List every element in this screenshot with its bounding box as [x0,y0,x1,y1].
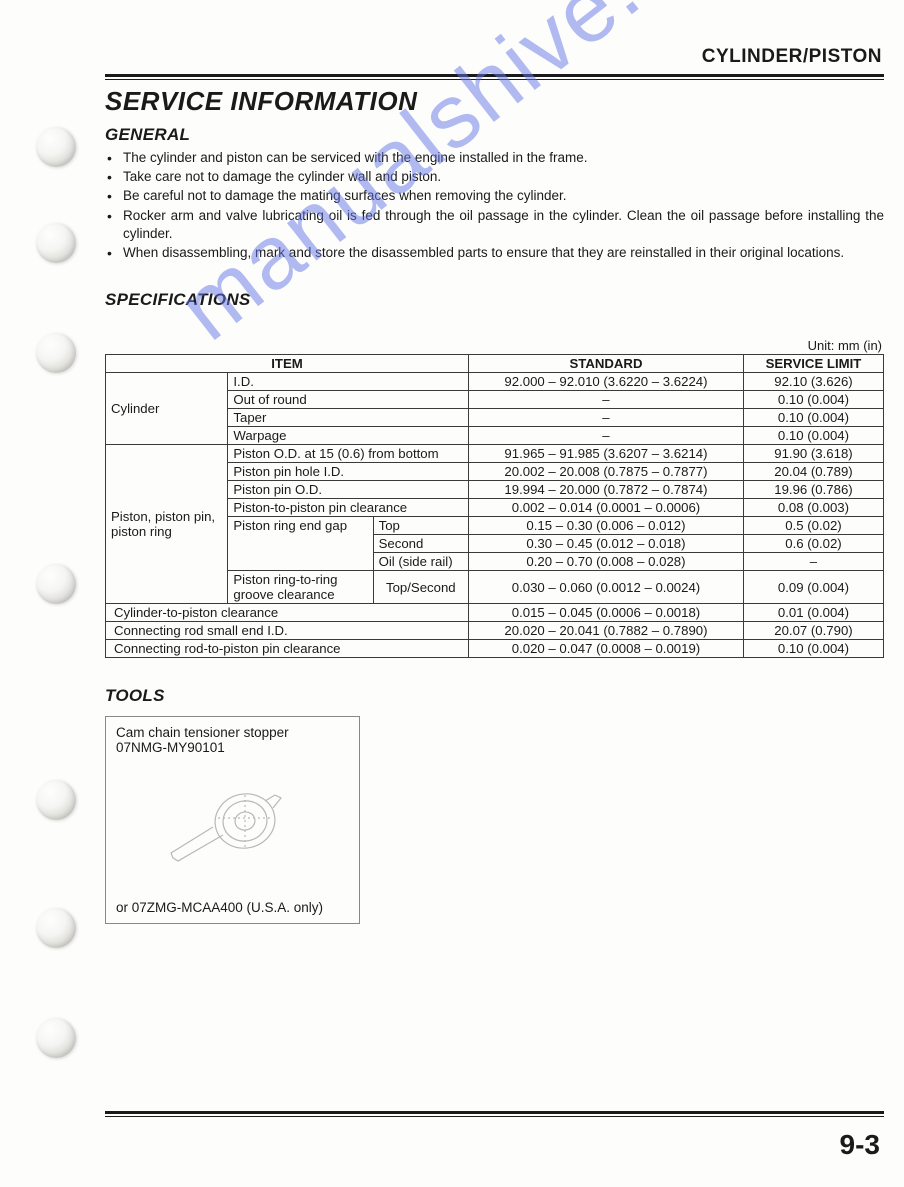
cell: Piston ring end gap [228,517,373,571]
bullet: Be careful not to damage the mating surf… [119,187,884,205]
cell: 91.90 (3.618) [743,445,883,463]
spec-table: ITEM STANDARD SERVICE LIMIT Cylinder I.D… [105,354,884,658]
cell: 20.04 (0.789) [743,463,883,481]
cell: 0.08 (0.003) [743,499,883,517]
cell: Taper [228,409,469,427]
cell: Piston pin O.D. [228,481,469,499]
cell: 0.6 (0.02) [743,535,883,553]
hole-2 [36,223,76,263]
cam-chain-stopper-icon [153,773,313,883]
cell: 0.020 – 0.047 (0.0008 – 0.0019) [469,640,744,658]
cell: Piston, piston pin, piston ring [106,445,228,604]
cell: 0.15 – 0.30 (0.006 – 0.012) [469,517,744,535]
cell: Top/Second [373,571,468,604]
cell: Oil (side rail) [373,553,468,571]
cell: 20.002 – 20.008 (0.7875 – 0.7877) [469,463,744,481]
tool-alt: or 07ZMG-MCAA400 (U.S.A. only) [116,900,349,915]
bullet: When disassembling, mark and store the d… [119,244,884,262]
th-item: ITEM [106,355,469,373]
hole-6 [36,908,76,948]
cell: Cylinder [106,373,228,445]
cell: 20.07 (0.790) [743,622,883,640]
cell: – [469,391,744,409]
bullet: The cylinder and piston can be serviced … [119,149,884,167]
cell: 0.015 – 0.045 (0.0006 – 0.0018) [469,604,744,622]
bullet: Take care not to damage the cylinder wal… [119,168,884,186]
cell: Piston pin hole I.D. [228,463,469,481]
cell: 0.10 (0.004) [743,409,883,427]
general-heading: GENERAL [105,125,884,145]
table-header-row: ITEM STANDARD SERVICE LIMIT [106,355,884,373]
cell: 19.994 – 20.000 (0.7872 – 0.7874) [469,481,744,499]
tool-illustration [116,755,349,900]
cell: 0.10 (0.004) [743,391,883,409]
manual-page: manualshive.com CYLINDER/PISTON SERVICE … [0,0,904,1187]
tool-name: Cam chain tensioner stopper [116,725,349,740]
cell: Piston ring-to-ring groove clearance [228,571,373,604]
cell: 0.002 – 0.014 (0.0001 – 0.0006) [469,499,744,517]
cell: 0.030 – 0.060 (0.0012 – 0.0024) [469,571,744,604]
cell: 92.10 (3.626) [743,373,883,391]
tools-heading: TOOLS [105,686,884,706]
cell: Cylinder-to-piston clearance [106,604,469,622]
th-std: STANDARD [469,355,744,373]
cell: 19.96 (0.786) [743,481,883,499]
cell: 0.10 (0.004) [743,427,883,445]
cell: 92.000 – 92.010 (3.6220 – 3.6224) [469,373,744,391]
hole-7 [36,1018,76,1058]
cell: – [469,409,744,427]
cell: – [743,553,883,571]
divider [105,74,884,80]
chapter-title: CYLINDER/PISTON [105,40,884,72]
table-row: Cylinder I.D. 92.000 – 92.010 (3.6220 – … [106,373,884,391]
page-number: 9-3 [840,1129,880,1161]
cell: Warpage [228,427,469,445]
unit-label: Unit: mm (in) [105,338,882,353]
cell: 0.5 (0.02) [743,517,883,535]
cell: 20.020 – 20.041 (0.7882 – 0.7890) [469,622,744,640]
cell: Out of round [228,391,469,409]
bullet: Rocker arm and valve lubricating oil is … [119,207,884,243]
page-title: SERVICE INFORMATION [105,86,884,117]
table-row: Connecting rod small end I.D. 20.020 – 2… [106,622,884,640]
table-row: Piston, piston pin, piston ring Piston O… [106,445,884,463]
table-row: Connecting rod-to-piston pin clearance 0… [106,640,884,658]
general-bullets: The cylinder and piston can be serviced … [105,149,884,262]
cell: Connecting rod-to-piston pin clearance [106,640,469,658]
cell: Connecting rod small end I.D. [106,622,469,640]
cell: 0.09 (0.004) [743,571,883,604]
cell: 0.01 (0.004) [743,604,883,622]
hole-4 [36,564,76,604]
tool-card: Cam chain tensioner stopper 07NMG-MY9010… [105,716,360,924]
hole-1 [36,127,76,167]
hole-3 [36,333,76,373]
cell: 91.965 – 91.985 (3.6207 – 3.6214) [469,445,744,463]
cell: 0.10 (0.004) [743,640,883,658]
cell: – [469,427,744,445]
table-row: Cylinder-to-piston clearance 0.015 – 0.0… [106,604,884,622]
th-limit: SERVICE LIMIT [743,355,883,373]
tool-part: 07NMG-MY90101 [116,740,349,755]
cell: Piston-to-piston pin clearance [228,499,469,517]
cell: Top [373,517,468,535]
cell: Piston O.D. at 15 (0.6) from bottom [228,445,469,463]
footer-rule [105,1111,884,1117]
cell: I.D. [228,373,469,391]
hole-5 [36,780,76,820]
cell: 0.20 – 0.70 (0.008 – 0.028) [469,553,744,571]
specs-heading: SPECIFICATIONS [105,290,884,310]
cell: 0.30 – 0.45 (0.012 – 0.018) [469,535,744,553]
cell: Second [373,535,468,553]
